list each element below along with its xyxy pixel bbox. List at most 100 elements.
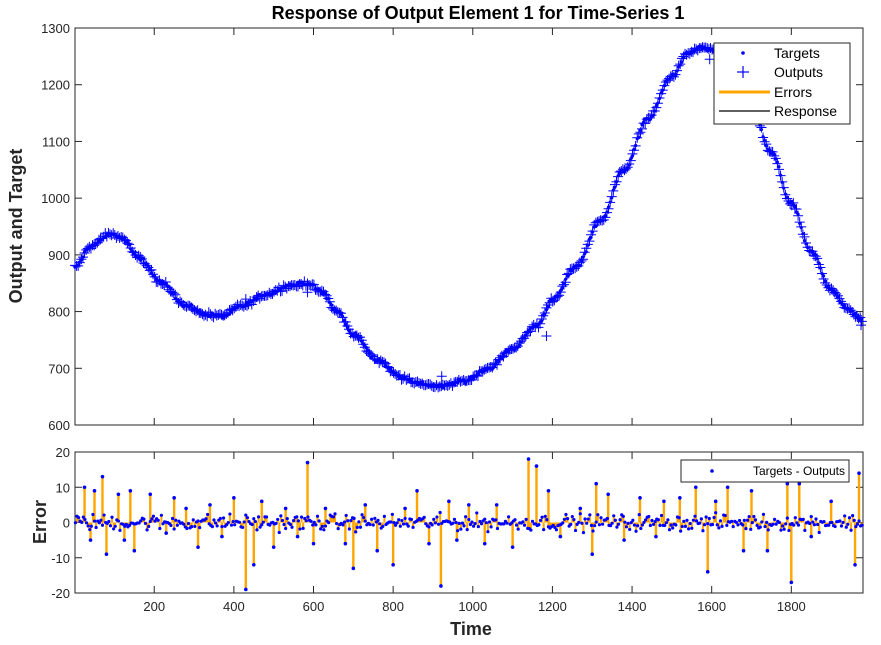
x-tick-label: 1000 bbox=[458, 599, 487, 614]
error-point bbox=[467, 503, 471, 507]
error-point bbox=[205, 512, 210, 517]
target-point bbox=[463, 381, 467, 385]
target-point bbox=[638, 128, 643, 133]
legend-error-label: Targets - Outputs bbox=[753, 464, 845, 478]
error-point bbox=[468, 522, 472, 527]
target-point bbox=[517, 343, 521, 347]
target-point bbox=[603, 214, 607, 218]
error-point bbox=[637, 513, 641, 517]
error-point bbox=[391, 563, 395, 567]
error-point bbox=[699, 517, 703, 521]
error-point bbox=[833, 524, 837, 529]
error-point bbox=[102, 513, 106, 517]
error-point bbox=[524, 517, 528, 521]
error-point bbox=[758, 525, 762, 529]
error-point bbox=[707, 516, 711, 521]
legend-outputs-marker bbox=[737, 66, 749, 78]
error-point bbox=[478, 519, 482, 524]
target-point bbox=[462, 378, 466, 382]
error-point bbox=[616, 522, 621, 526]
error-point bbox=[664, 521, 668, 525]
error-point bbox=[747, 514, 751, 519]
error-point bbox=[841, 520, 845, 525]
target-point bbox=[129, 247, 133, 251]
error-point bbox=[674, 523, 678, 527]
error-point bbox=[357, 520, 361, 524]
target-point bbox=[606, 205, 611, 209]
target-point bbox=[578, 263, 582, 268]
error-point bbox=[706, 522, 710, 526]
error-point bbox=[537, 523, 541, 527]
error-point bbox=[467, 517, 471, 522]
error-point bbox=[717, 526, 721, 530]
target-point bbox=[570, 269, 574, 273]
target-point bbox=[661, 88, 665, 92]
target-point bbox=[439, 382, 443, 387]
target-point bbox=[664, 80, 668, 84]
error-point bbox=[638, 496, 642, 500]
error-point bbox=[228, 512, 232, 516]
error-point bbox=[427, 525, 431, 529]
error-point bbox=[590, 552, 595, 557]
bottom-y-axis-label: Error bbox=[30, 500, 50, 544]
bottom-y-tick-label: -10 bbox=[51, 551, 70, 566]
target-point bbox=[382, 361, 386, 365]
error-point bbox=[118, 528, 122, 532]
error-point bbox=[585, 521, 589, 525]
target-point bbox=[584, 250, 588, 254]
error-point bbox=[397, 518, 401, 522]
error-point bbox=[280, 518, 285, 523]
error-point bbox=[143, 521, 148, 525]
legend-errors-label: Errors bbox=[774, 84, 812, 100]
error-point bbox=[371, 523, 375, 527]
target-point bbox=[540, 319, 544, 323]
error-point bbox=[258, 525, 262, 529]
error-point bbox=[368, 522, 372, 527]
error-point bbox=[208, 503, 212, 507]
error-point bbox=[513, 518, 517, 522]
target-point bbox=[326, 297, 330, 301]
x-tick-label: 200 bbox=[143, 599, 165, 614]
error-point bbox=[521, 520, 525, 524]
error-point bbox=[693, 514, 697, 518]
error-point bbox=[610, 521, 614, 525]
error-point bbox=[116, 492, 121, 497]
error-point bbox=[600, 522, 605, 526]
error-point bbox=[723, 513, 727, 518]
error-point bbox=[381, 524, 385, 529]
error-point bbox=[495, 526, 500, 531]
error-point bbox=[342, 520, 347, 524]
error-point bbox=[538, 518, 543, 523]
target-point bbox=[675, 69, 679, 73]
target-point bbox=[654, 103, 658, 108]
target-point bbox=[853, 311, 858, 315]
target-point bbox=[673, 72, 678, 76]
error-point bbox=[542, 528, 546, 532]
error-point bbox=[793, 516, 797, 520]
error-point bbox=[829, 499, 833, 504]
error-point bbox=[147, 524, 151, 529]
error-point bbox=[438, 510, 442, 515]
error-point bbox=[323, 524, 328, 528]
bottom-y-tick-label: -20 bbox=[51, 586, 70, 601]
output-point bbox=[436, 371, 447, 382]
error-point bbox=[659, 513, 664, 518]
error-point bbox=[565, 517, 570, 521]
target-point bbox=[653, 109, 657, 113]
error-point bbox=[545, 518, 549, 522]
error-point bbox=[546, 488, 551, 493]
x-tick-labels: 200 400 600 800 1000 1200 1400 1600 1800 bbox=[143, 599, 805, 614]
error-point bbox=[558, 534, 563, 539]
target-point bbox=[614, 180, 619, 184]
target-point bbox=[826, 284, 830, 288]
error-point bbox=[482, 541, 487, 546]
error-point bbox=[221, 516, 226, 520]
target-point bbox=[524, 333, 528, 337]
target-point bbox=[820, 271, 824, 276]
error-point bbox=[591, 529, 595, 533]
target-point bbox=[759, 128, 764, 132]
x-axis-label: Time bbox=[450, 619, 492, 639]
top-y-tick-label: 600 bbox=[48, 418, 70, 433]
error-point bbox=[376, 518, 380, 522]
target-point bbox=[79, 258, 83, 262]
